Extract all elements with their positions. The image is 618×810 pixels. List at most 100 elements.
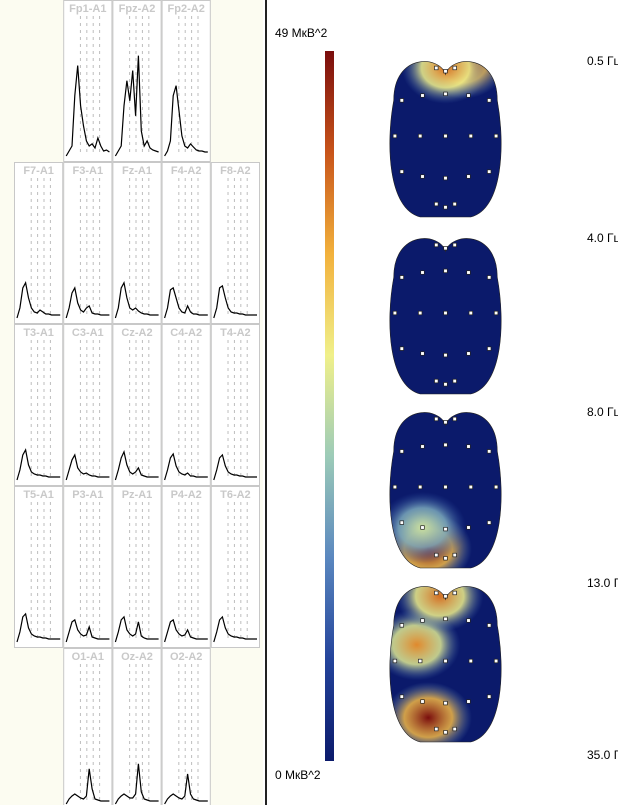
spectrum-trace <box>164 618 208 643</box>
electrode-marker <box>443 205 448 210</box>
cell-frame <box>161 0 211 162</box>
electrode-marker <box>468 484 473 490</box>
channel-cell: Fp2-A2 <box>161 0 211 162</box>
spectrum-trace <box>114 763 159 805</box>
electrode-marker <box>466 618 471 623</box>
electrode-marker <box>434 65 439 71</box>
channel-cell: O2-A2 <box>161 648 211 810</box>
electrode-marker <box>399 694 404 699</box>
channel-label: Fpz-A2 <box>119 3 156 15</box>
electrode-marker <box>420 525 425 530</box>
electrode-marker <box>468 658 473 664</box>
spectrum-trace <box>114 615 159 643</box>
electrode-marker <box>487 520 492 525</box>
electrode-marker <box>452 242 457 248</box>
electrode-marker <box>487 346 492 351</box>
channel-cell: Cz-A2 <box>112 324 162 486</box>
electrode-marker <box>443 526 448 532</box>
channel-cell: C3-A1 <box>63 324 113 486</box>
electrode-marker <box>443 133 448 139</box>
spectrum-trace <box>164 773 208 805</box>
electrode-marker <box>466 351 471 356</box>
electrode-marker <box>443 246 448 251</box>
electrode-marker <box>392 484 398 490</box>
electrode-marker <box>452 378 457 384</box>
channel-label: Cz-A2 <box>121 327 152 339</box>
spectrum-trace <box>65 65 110 157</box>
channel-cell: Fp1-A1 <box>63 0 113 162</box>
electrode-marker <box>434 726 439 732</box>
freq-label-1: 4.0 Гц <box>587 231 618 245</box>
electrode-marker <box>443 310 448 316</box>
channel-cell: Fpz-A2 <box>112 0 162 162</box>
electrode-marker <box>420 93 425 98</box>
electrode-marker <box>399 98 404 103</box>
cell-frame <box>63 0 113 162</box>
channel-cell: T4-A2 <box>210 324 261 486</box>
channel-cell: Oz-A2 <box>112 648 162 810</box>
electrode-marker <box>420 699 425 704</box>
spectrum-trace <box>114 281 159 319</box>
electrode-marker <box>487 449 492 454</box>
channel-cell: F3-A1 <box>63 162 113 324</box>
channel-label: C4-A2 <box>170 327 202 339</box>
colorbar-min-label: 0 МкВ^2 <box>275 768 321 782</box>
spectrum-trace <box>65 453 110 481</box>
electrode-marker <box>443 382 448 387</box>
channel-label: Fp2-A2 <box>168 3 205 15</box>
electrode-marker <box>434 590 439 596</box>
spectrum-trace <box>164 286 208 319</box>
electrode-marker <box>443 700 448 706</box>
channel-cell: O1-A1 <box>63 648 113 810</box>
channel-label: O1-A1 <box>72 651 104 663</box>
electrode-marker <box>420 618 425 623</box>
head-outline <box>389 61 502 218</box>
electrode-marker <box>443 268 448 274</box>
electrode-marker <box>452 552 457 558</box>
channel-cell: P3-A1 <box>63 486 113 648</box>
head-outline <box>389 586 502 743</box>
topomap <box>389 238 502 394</box>
electrode-marker <box>392 310 398 316</box>
electrode-marker <box>452 416 457 422</box>
electrode-marker <box>434 416 439 422</box>
spectrum-trace <box>114 450 159 481</box>
spectrum-trace <box>65 286 110 319</box>
topomap-svg <box>325 51 502 761</box>
electrode-marker <box>487 694 492 699</box>
channel-label: F3-A1 <box>73 165 104 177</box>
channel-label: Pz-A1 <box>122 489 153 501</box>
electrode-marker <box>452 726 457 732</box>
hotspot <box>396 586 484 632</box>
freq-label-2: 8.0 Гц <box>587 405 618 419</box>
channel-cell: Fz-A1 <box>112 162 162 324</box>
channel-label: F7-A1 <box>23 165 54 177</box>
electrode-marker <box>493 484 499 490</box>
electrode-marker <box>493 133 499 139</box>
channel-cell: F8-A2 <box>210 162 261 324</box>
electrode-marker <box>399 169 404 174</box>
electrode-marker <box>487 623 492 628</box>
spectrum-trace <box>114 55 159 157</box>
spectrum-trace <box>164 452 208 481</box>
channel-label: T3-A1 <box>23 327 54 339</box>
electrode-marker <box>443 69 448 74</box>
electrode-marker <box>466 174 471 179</box>
channel-label: P4-A2 <box>171 489 202 501</box>
electrode-marker <box>466 270 471 275</box>
topomap-panel: 49 МкВ^2 0 МкВ^2 0.5 Гц 4.0 Гц 8.0 Гц 13… <box>265 0 618 805</box>
electrode-marker <box>399 275 404 280</box>
electrode-marker <box>418 484 423 490</box>
cell-frame <box>210 162 261 324</box>
spectrum-trace <box>65 768 110 805</box>
spectrum-trace <box>164 85 208 157</box>
channel-label: T5-A1 <box>23 489 54 501</box>
electrode-marker <box>466 525 471 530</box>
electrode-marker <box>443 175 448 181</box>
topomap-background <box>389 238 502 394</box>
spectra-panel: Fp1-A1 Fpz-A2 Fp2-A2 F7-A1 F3-A1 Fz-A1 F4-A2 F8… <box>0 0 263 810</box>
electrode-marker <box>493 310 499 316</box>
freq-label-0: 0.5 Гц <box>587 54 618 68</box>
electrode-marker <box>399 623 404 628</box>
